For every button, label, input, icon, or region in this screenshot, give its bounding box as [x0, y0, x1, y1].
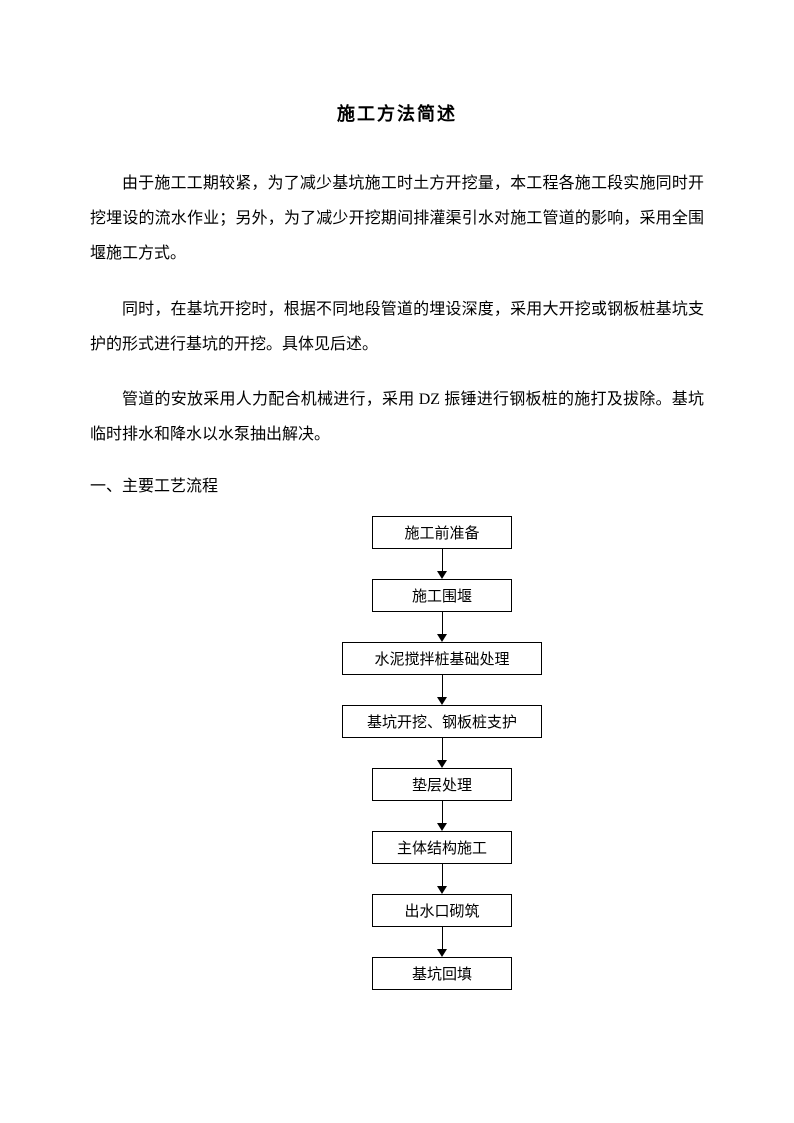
- flowchart: 施工前准备施工围堰水泥搅拌桩基础处理基坑开挖、钢板桩支护垫层处理主体结构施工出水…: [180, 516, 704, 990]
- page-title: 施工方法简述: [90, 100, 704, 126]
- flow-node-n6: 主体结构施工: [372, 831, 512, 864]
- paragraph-1: 由于施工工期较紧，为了减少基坑施工时土方开挖量，本工程各施工段实施同时开挖埋设的…: [90, 166, 704, 272]
- section-heading: 一、主要工艺流程: [90, 472, 704, 496]
- flow-arrow-icon: [437, 675, 447, 705]
- flow-node-n7: 出水口砌筑: [372, 894, 512, 927]
- flow-arrow-icon: [437, 801, 447, 831]
- flow-node-n3: 水泥搅拌桩基础处理: [342, 642, 542, 675]
- flow-node-n8: 基坑回填: [372, 957, 512, 990]
- paragraph-3: 管道的安放采用人力配合机械进行，采用 DZ 振锤进行钢板桩的施打及拔除。基坑临时…: [90, 382, 704, 452]
- paragraph-2: 同时，在基坑开挖时，根据不同地段管道的埋设深度，采用大开挖或钢板桩基坑支护的形式…: [90, 292, 704, 362]
- flow-arrow-icon: [437, 549, 447, 579]
- flow-node-n2: 施工围堰: [372, 579, 512, 612]
- flow-arrow-icon: [437, 927, 447, 957]
- flow-node-n5: 垫层处理: [372, 768, 512, 801]
- flow-arrow-icon: [437, 612, 447, 642]
- flow-node-n4: 基坑开挖、钢板桩支护: [342, 705, 542, 738]
- flow-arrow-icon: [437, 738, 447, 768]
- flow-arrow-icon: [437, 864, 447, 894]
- flow-node-n1: 施工前准备: [372, 516, 512, 549]
